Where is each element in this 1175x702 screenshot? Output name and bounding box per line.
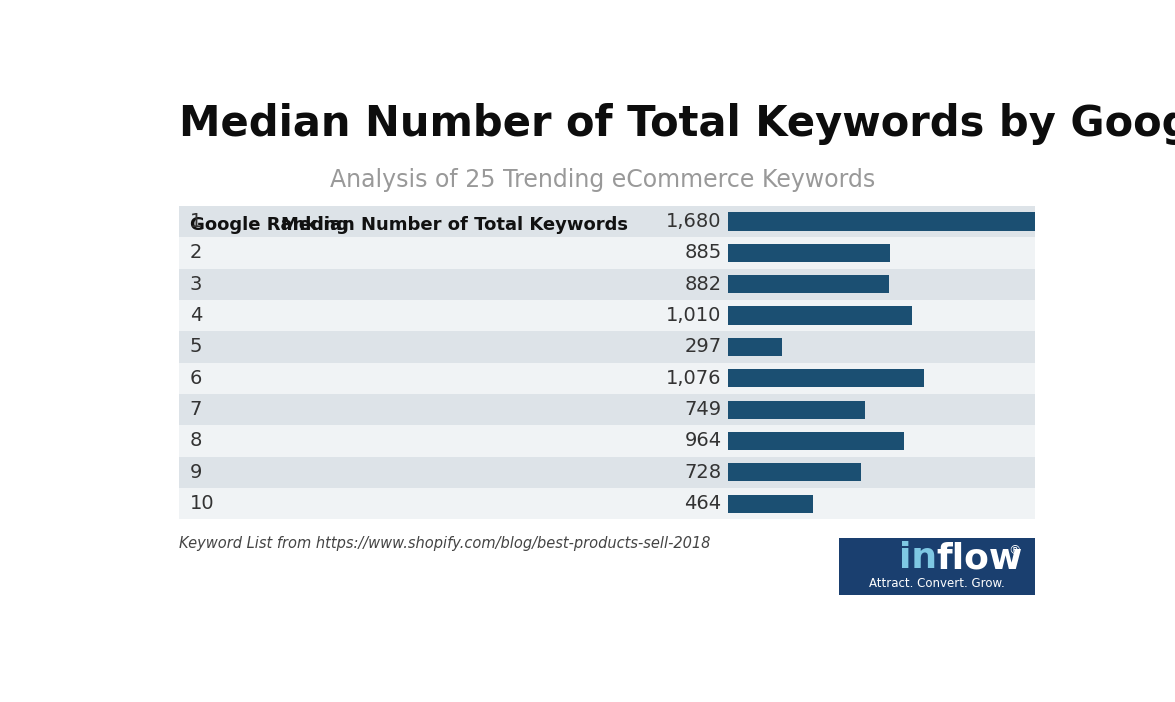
Text: 3: 3 xyxy=(189,274,202,293)
Text: flow: flow xyxy=(936,541,1023,575)
Text: Google Ranking: Google Ranking xyxy=(189,216,349,234)
FancyBboxPatch shape xyxy=(839,538,1035,595)
Text: Analysis of 25 Trending eCommerce Keywords: Analysis of 25 Trending eCommerce Keywor… xyxy=(329,168,875,192)
Text: 749: 749 xyxy=(684,400,721,419)
Text: 964: 964 xyxy=(684,432,721,451)
FancyBboxPatch shape xyxy=(727,213,1035,231)
Text: 6: 6 xyxy=(189,369,202,388)
FancyBboxPatch shape xyxy=(727,495,813,512)
Text: 1,076: 1,076 xyxy=(666,369,721,388)
Text: 885: 885 xyxy=(684,244,721,263)
FancyBboxPatch shape xyxy=(179,331,1035,363)
Text: 882: 882 xyxy=(684,274,721,293)
Text: Median Number of Total Keywords: Median Number of Total Keywords xyxy=(281,216,627,234)
Text: 297: 297 xyxy=(684,338,721,357)
Text: 728: 728 xyxy=(684,463,721,482)
FancyBboxPatch shape xyxy=(727,432,904,450)
FancyBboxPatch shape xyxy=(727,401,865,418)
Text: in: in xyxy=(899,541,936,575)
FancyBboxPatch shape xyxy=(179,363,1035,394)
FancyBboxPatch shape xyxy=(727,369,925,388)
FancyBboxPatch shape xyxy=(179,488,1035,519)
FancyBboxPatch shape xyxy=(179,394,1035,425)
Text: ®: ® xyxy=(1008,544,1021,557)
Text: 5: 5 xyxy=(189,338,202,357)
Text: 1: 1 xyxy=(189,212,202,231)
Text: 1,680: 1,680 xyxy=(666,212,721,231)
Text: 2: 2 xyxy=(189,244,202,263)
Text: 10: 10 xyxy=(189,494,214,513)
FancyBboxPatch shape xyxy=(727,275,889,293)
FancyBboxPatch shape xyxy=(727,463,861,482)
FancyBboxPatch shape xyxy=(727,307,912,325)
Text: Attract. Convert. Grow.: Attract. Convert. Grow. xyxy=(870,577,1005,590)
Text: 7: 7 xyxy=(189,400,202,419)
Text: 8: 8 xyxy=(189,432,202,451)
Text: 464: 464 xyxy=(684,494,721,513)
Text: 1,010: 1,010 xyxy=(666,306,721,325)
FancyBboxPatch shape xyxy=(179,425,1035,457)
Text: 9: 9 xyxy=(189,463,202,482)
FancyBboxPatch shape xyxy=(727,244,889,262)
Text: 4: 4 xyxy=(189,306,202,325)
Text: Keyword List from https://www.shopify.com/blog/best-products-sell-2018: Keyword List from https://www.shopify.co… xyxy=(179,536,710,550)
FancyBboxPatch shape xyxy=(179,237,1035,269)
FancyBboxPatch shape xyxy=(179,300,1035,331)
FancyBboxPatch shape xyxy=(727,338,783,356)
Text: Median Number of Total Keywords by Google Ranking: Median Number of Total Keywords by Googl… xyxy=(179,103,1175,145)
FancyBboxPatch shape xyxy=(179,457,1035,488)
FancyBboxPatch shape xyxy=(179,206,1035,245)
FancyBboxPatch shape xyxy=(179,269,1035,300)
FancyBboxPatch shape xyxy=(179,206,1035,237)
